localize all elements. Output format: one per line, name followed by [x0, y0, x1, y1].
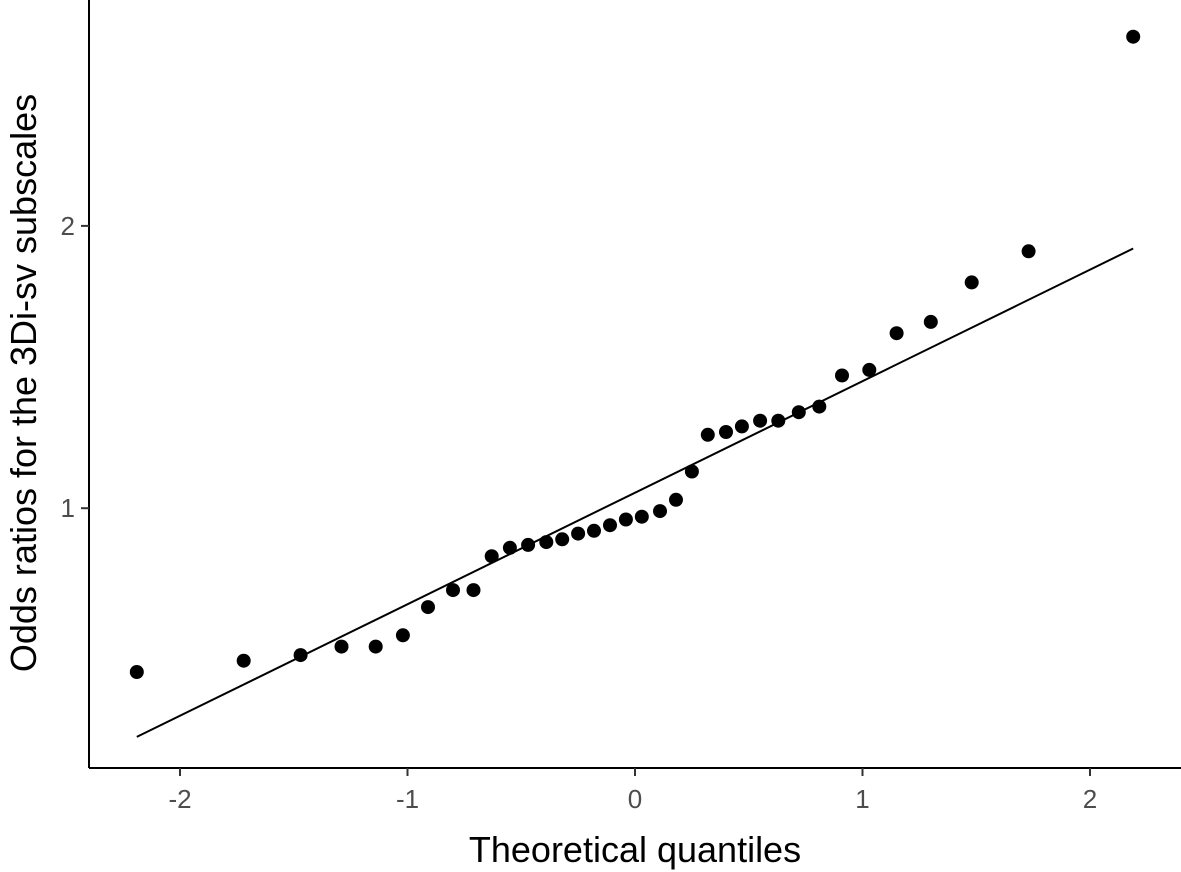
data-point-14	[555, 532, 570, 547]
data-point-6	[395, 628, 410, 643]
data-point-13	[539, 535, 554, 550]
data-point-10	[484, 549, 499, 564]
data-point-22	[684, 464, 699, 479]
x-tick-label: 0	[628, 784, 642, 814]
data-point-8	[446, 583, 460, 598]
y-ticks: 12	[61, 211, 89, 523]
data-point-7	[421, 600, 435, 615]
data-point-11	[502, 540, 517, 555]
data-point-32	[889, 326, 904, 341]
data-point-26	[753, 413, 768, 428]
y-tick-label: 1	[61, 493, 75, 523]
data-point-33	[923, 314, 938, 329]
data-point-23	[700, 427, 715, 442]
data-point-34	[964, 275, 979, 290]
y-tick-label: 2	[61, 211, 75, 241]
x-tick-label: -2	[168, 784, 191, 814]
data-point-27	[771, 413, 786, 428]
x-axis-title: Theoretical quantiles	[469, 829, 801, 870]
data-point-35	[1021, 244, 1036, 259]
data-point-31	[862, 362, 877, 377]
data-point-9	[466, 583, 481, 598]
data-point-21	[669, 492, 683, 507]
data-point-12	[521, 537, 536, 552]
data-point-29	[812, 399, 827, 414]
data-point-2	[236, 653, 251, 668]
data-point-3	[293, 648, 308, 663]
x-tick-label: 1	[855, 784, 869, 814]
data-point-18	[618, 512, 633, 527]
x-tick-label: -1	[396, 784, 419, 814]
data-point-24	[719, 425, 733, 439]
data-point-30	[835, 368, 849, 383]
data-point-20	[653, 504, 667, 519]
data-point-16	[587, 523, 601, 538]
data-point-1	[129, 665, 144, 679]
points-layer	[129, 29, 1141, 679]
x-ticks: -2 -1 0 1 2	[168, 768, 1097, 814]
data-point-28	[791, 405, 806, 420]
y-axis-title: Odds ratios for the 3Di-sv subscales	[3, 94, 44, 672]
data-point-19	[634, 509, 649, 524]
data-point-17	[603, 518, 617, 533]
data-point-36	[1126, 29, 1141, 44]
data-point-25	[734, 419, 749, 434]
reference-line	[136, 247, 1134, 738]
reference-line-layer	[136, 247, 1134, 738]
data-point-4	[334, 639, 349, 654]
data-point-5	[368, 639, 383, 654]
x-tick-label: 2	[1083, 784, 1097, 814]
data-point-15	[571, 526, 586, 541]
